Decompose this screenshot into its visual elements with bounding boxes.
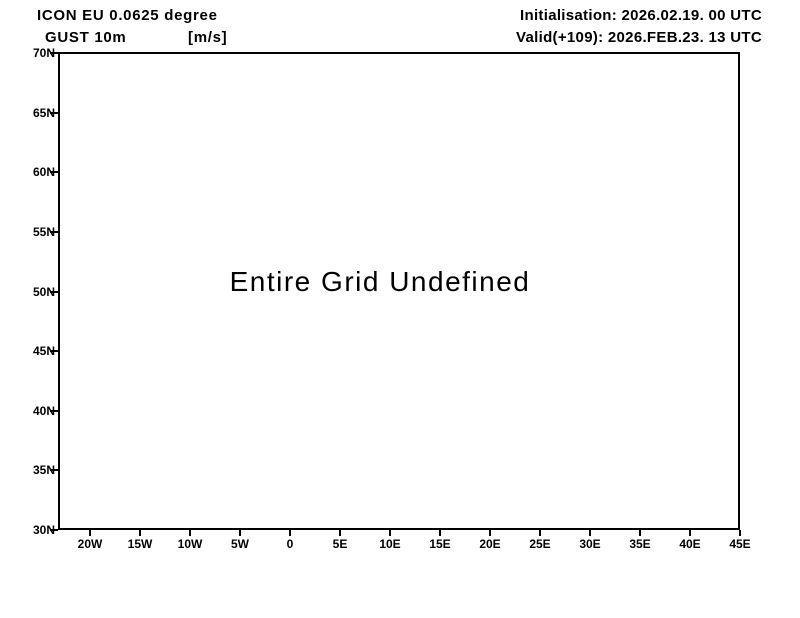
x-tick — [589, 530, 591, 536]
y-axis-label: 65N — [32, 105, 55, 120]
x-axis-label: 25E — [529, 537, 551, 551]
y-tick — [50, 409, 58, 412]
y-axis-label: 60N — [32, 165, 55, 180]
y-tick — [50, 52, 58, 54]
x-axis-label: 0 — [286, 537, 294, 551]
model-title: ICON EU 0.0625 degree — [37, 7, 218, 24]
y-tick — [50, 529, 58, 531]
x-axis-label: 35E — [629, 537, 651, 551]
y-axis-label: 45N — [32, 344, 55, 359]
x-tick — [189, 530, 191, 536]
x-tick — [639, 530, 641, 536]
y-axis-label: 55N — [32, 224, 55, 239]
x-tick — [689, 530, 691, 536]
x-tick — [339, 530, 341, 536]
y-tick — [50, 171, 58, 174]
y-tick — [50, 350, 58, 353]
x-axis-label: 40E — [679, 537, 701, 551]
y-axis-label: 40N — [32, 403, 55, 418]
x-tick — [89, 530, 91, 536]
x-axis-label: 20E — [479, 537, 501, 551]
x-tick — [739, 530, 741, 536]
map-plot-frame — [58, 52, 740, 530]
x-axis-label: 15E — [429, 537, 451, 551]
x-axis-label: 10W — [177, 537, 203, 551]
x-tick — [289, 530, 291, 536]
x-tick — [539, 530, 541, 536]
x-axis-label: 45E — [729, 537, 751, 551]
y-tick — [50, 111, 58, 114]
y-tick — [50, 290, 58, 293]
valid-time-label: Valid(+109): 2026.FEB.23. 13 UTC — [516, 29, 762, 46]
x-tick — [389, 530, 391, 536]
x-tick — [489, 530, 491, 536]
grid-undefined-message: Entire Grid Undefined — [229, 266, 531, 297]
x-axis-label: 5E — [332, 537, 348, 551]
x-axis-label: 30E — [579, 537, 601, 551]
y-axis-label: 35N — [32, 463, 55, 478]
y-tick — [50, 469, 58, 472]
x-tick — [239, 530, 241, 536]
x-tick — [439, 530, 441, 536]
x-axis-label: 20W — [77, 537, 103, 551]
initialisation-label: Initialisation: 2026.02.19. 00 UTC — [520, 7, 762, 24]
x-tick — [139, 530, 141, 536]
x-axis-label: 10E — [379, 537, 401, 551]
unit-label: [m/s] — [188, 29, 228, 46]
variable-label: GUST 10m — [45, 29, 127, 46]
y-axis-label: 70N — [32, 46, 55, 60]
x-axis-label: 15W — [127, 537, 153, 551]
x-axis-label: 5W — [231, 537, 249, 551]
y-tick — [50, 230, 58, 233]
y-axis-label: 50N — [32, 284, 55, 299]
y-axis-label: 30N — [32, 523, 55, 537]
